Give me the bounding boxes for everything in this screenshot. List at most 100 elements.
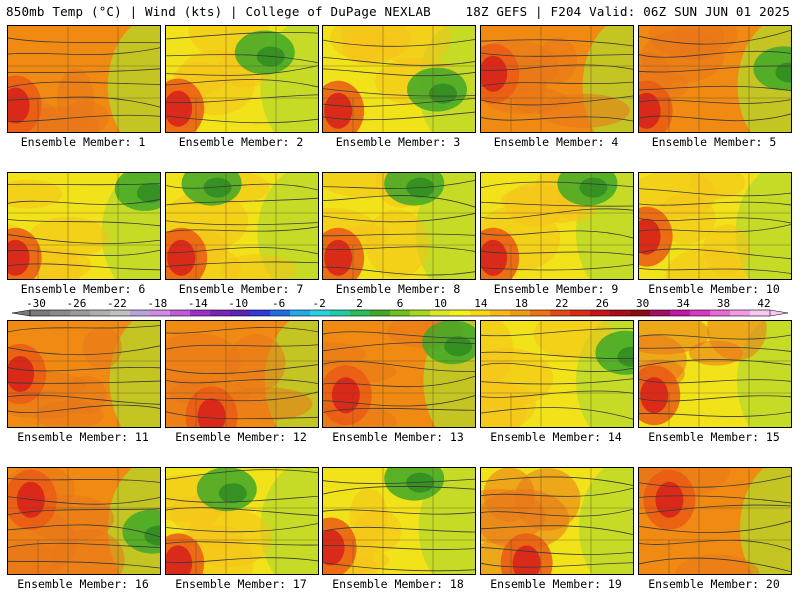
member-label: Ensemble Member: 11 <box>17 430 149 444</box>
run-valid-time: 18Z GEFS | F204 Valid: 06Z SUN JUN 01 20… <box>465 4 790 19</box>
colorbar-tick-label: -14 <box>188 297 208 310</box>
colorbar-tick-label: -2 <box>312 297 325 310</box>
colorbar-swatch <box>470 310 491 316</box>
temperature-field-map <box>166 468 318 574</box>
temperature-field-map <box>166 173 318 279</box>
colorbar-tick-label: 22 <box>555 297 568 310</box>
member-map-panel <box>322 172 476 280</box>
colorbar-tick-label: 34 <box>676 297 690 310</box>
colorbar-swatch <box>250 310 271 316</box>
colorbar-min-arrow <box>11 309 31 317</box>
colorbar-tick-label: 30 <box>636 297 649 310</box>
temperature-field-map <box>639 468 791 574</box>
colorbar-tick-label: 26 <box>596 297 609 310</box>
member-map-panel <box>165 467 319 575</box>
member-map-panel <box>165 172 319 280</box>
member-map-panel <box>322 467 476 575</box>
member-label: Ensemble Member: 9 <box>493 282 619 296</box>
colorbar-tick-label: 10 <box>434 297 447 310</box>
member-label: Ensemble Member: 6 <box>20 282 146 296</box>
colorbar-tick-label: -22 <box>107 297 127 310</box>
colorbar-swatch <box>570 310 591 316</box>
colorbar-swatch <box>30 310 51 316</box>
member-label: Ensemble Member: 16 <box>17 577 149 591</box>
temperature-field-map <box>639 321 791 427</box>
colorbar-swatch <box>750 310 771 316</box>
colorbar-swatch <box>730 310 751 316</box>
member-map-panel <box>322 25 476 133</box>
colorbar-graphic: -30 -26 -22 -18 -14 -10 -6 -2 2 6 10 14 18 22 26 30 34 38… <box>11 297 789 317</box>
temperature-field-map <box>639 173 791 279</box>
colorbar-swatch <box>710 310 731 316</box>
colorbar-swatch <box>610 310 631 316</box>
temperature-field-map <box>8 26 160 132</box>
colorbar-swatch <box>310 310 331 316</box>
member-label: Ensemble Member: 12 <box>175 430 307 444</box>
member-map-panel <box>480 25 634 133</box>
colorbar-tick-label: 2 <box>356 297 363 310</box>
colorbar-swatch <box>110 310 131 316</box>
member-map-panel <box>165 25 319 133</box>
member-map-panel <box>638 467 792 575</box>
member-label: Ensemble Member: 15 <box>648 430 780 444</box>
member-map-panel <box>480 467 634 575</box>
member-map-panel <box>638 25 792 133</box>
member-label: Ensemble Member: 18 <box>332 577 464 591</box>
colorbar-swatch <box>430 310 451 316</box>
colorbar-swatch <box>490 310 511 316</box>
colorbar-swatch <box>350 310 371 316</box>
colorbar-swatch <box>50 310 71 316</box>
colorbar-swatch <box>510 310 531 316</box>
map-title: 850mb Temp (°C) | Wind (kts) | College o… <box>6 4 431 19</box>
colorbar-tick-label: -6 <box>272 297 285 310</box>
colorbar-swatch <box>590 310 611 316</box>
member-label: Ensemble Member: 2 <box>178 135 304 149</box>
colorbar-swatch <box>170 310 191 316</box>
temperature-field-map <box>323 468 475 574</box>
colorbar-tick-label: -26 <box>67 297 87 310</box>
member-label: Ensemble Member: 4 <box>493 135 619 149</box>
temperature-field-map <box>481 468 633 574</box>
temperature-field-map <box>323 321 475 427</box>
colorbar-swatch <box>670 310 691 316</box>
member-map-panel <box>7 320 161 428</box>
temperature-field-map <box>8 468 160 574</box>
member-label: Ensemble Member: 14 <box>490 430 622 444</box>
colorbar-swatch <box>450 310 471 316</box>
colorbar-tick-label: 38 <box>717 297 730 310</box>
colorbar-swatch <box>550 310 571 316</box>
temperature-field-map <box>166 321 318 427</box>
member-label: Ensemble Member: 1 <box>20 135 146 149</box>
colorbar-tick-label: -10 <box>228 297 248 310</box>
colorbar-outline <box>29 309 771 317</box>
colorbar-swatch <box>630 310 651 316</box>
temperature-colorbar: -30 -26 -22 -18 -14 -10 -6 -2 2 6 10 14 18 22 26 30 34 38… <box>0 297 800 319</box>
member-map-panel <box>638 172 792 280</box>
member-map-panel <box>7 25 161 133</box>
member-map-panel <box>7 467 161 575</box>
colorbar-tick-label: 18 <box>515 297 528 310</box>
member-label: Ensemble Member: 5 <box>651 135 777 149</box>
colorbar-swatch <box>650 310 671 316</box>
colorbar-swatch <box>150 310 171 316</box>
member-map-panel <box>638 320 792 428</box>
temperature-field-map <box>323 173 475 279</box>
colorbar-tick-label: -18 <box>147 297 167 310</box>
member-label: Ensemble Member: 8 <box>335 282 461 296</box>
member-map-panel <box>322 320 476 428</box>
colorbar-swatch <box>90 310 111 316</box>
member-label: Ensemble Member: 7 <box>178 282 304 296</box>
member-label: Ensemble Member: 17 <box>175 577 307 591</box>
colorbar-swatch <box>370 310 391 316</box>
colorbar-tick-label: 6 <box>397 297 404 310</box>
member-map-panel <box>7 172 161 280</box>
colorbar-max-arrow <box>769 309 789 317</box>
temperature-field-map <box>8 321 160 427</box>
member-map-panel <box>165 320 319 428</box>
member-label: Ensemble Member: 10 <box>648 282 780 296</box>
temperature-field-map <box>481 26 633 132</box>
colorbar-swatch <box>330 310 351 316</box>
temperature-field-map <box>323 26 475 132</box>
temperature-field-map <box>166 26 318 132</box>
colorbar-swatch <box>690 310 711 316</box>
